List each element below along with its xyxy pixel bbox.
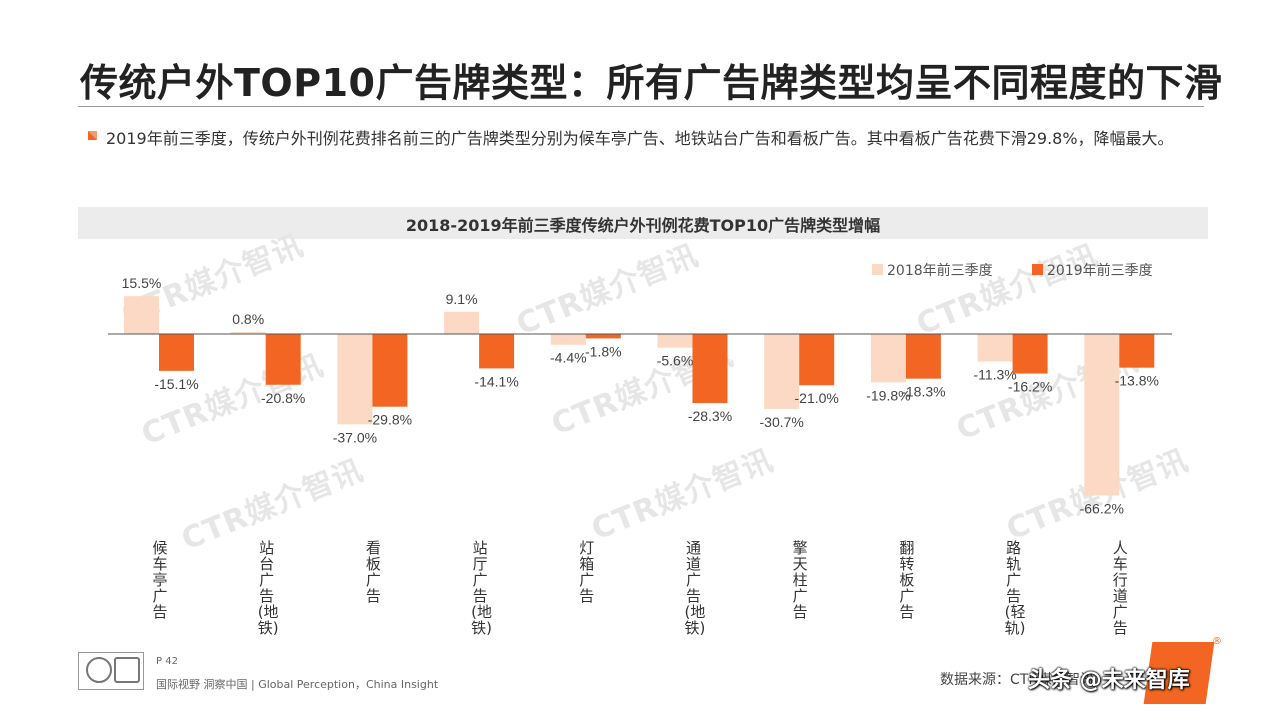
category-label-1: 站台广告(地铁) — [257, 539, 279, 637]
data-label-y2019-3: -14.1% — [474, 373, 518, 389]
watermark-stamp: 头条 @未来智库 — [1028, 668, 1190, 693]
category-label-2: 看板广告 — [365, 539, 381, 605]
bar-y2019-8 — [1012, 334, 1048, 374]
category-label-5: 通道广告(地铁) — [684, 539, 706, 637]
registered-mark: ® — [1212, 636, 1222, 647]
category-label-0: 候车亭广告 — [152, 539, 168, 621]
data-label-y2019-6: -21.0% — [795, 390, 839, 406]
bar-y2018-3 — [444, 311, 480, 334]
data-label-y2018-0: 15.5% — [122, 275, 162, 291]
data-label-y2018-9: -66.2% — [1080, 501, 1124, 517]
legend-swatch-0 — [872, 264, 883, 275]
category-label-3: 站厅广告(地铁) — [471, 539, 492, 637]
footer-tagline: 国际视野 洞察中国 | Global Perception，China Insi… — [156, 678, 439, 691]
data-label-y2018-6: -30.7% — [760, 414, 804, 430]
category-label-4: 灯箱广告 — [579, 539, 595, 605]
bar-y2019-0 — [159, 334, 194, 371]
data-label-y2019-1: -20.8% — [261, 390, 305, 406]
category-label-6: 擎天柱广告 — [792, 539, 808, 621]
certification-badge — [78, 652, 144, 690]
bar-y2019-5 — [692, 334, 728, 404]
bar-y2018-8 — [977, 334, 1013, 362]
data-label-y2018-1: 0.8% — [232, 311, 264, 327]
page-title: 传统户外TOP10广告牌类型：所有广告牌类型均呈不同程度的下滑 — [80, 61, 1223, 105]
category-label-7: 翻转板广告 — [899, 539, 915, 621]
bar-y2018-4 — [550, 334, 586, 345]
bullet-icon — [88, 131, 97, 140]
bar-y2019-1 — [265, 334, 301, 385]
chart-title: 2018-2019年前三季度传统户外刊例花费TOP10广告牌类型增幅 — [405, 216, 881, 235]
data-label-y2019-4: -1.8% — [585, 343, 622, 359]
summary-text: 2019年前三季度，传统户外刊例花费排名前三的广告牌类型分别为候车亭广告、地铁站… — [106, 129, 1174, 148]
bar-y2018-9 — [1084, 334, 1120, 496]
data-label-y2019-8: -16.2% — [1008, 379, 1052, 395]
data-label-y2019-7: -18.3% — [901, 384, 945, 400]
badge-seal-icon — [86, 657, 112, 683]
legend-swatch-1 — [1032, 264, 1043, 275]
data-label-y2019-5: -28.3% — [688, 408, 732, 424]
data-label-y2018-4: -4.4% — [550, 350, 587, 366]
data-label-y2019-0: -15.1% — [154, 376, 198, 392]
bar-y2019-6 — [799, 334, 835, 386]
data-label-y2018-2: -37.0% — [333, 429, 377, 445]
bar-y2019-2 — [372, 334, 408, 407]
data-label-y2018-8: -11.3% — [973, 367, 1016, 383]
bar-y2018-7 — [870, 334, 906, 383]
legend-label-0: 2018年前三季度 — [887, 262, 993, 279]
category-label-9: 人车行道广告 — [1112, 539, 1128, 637]
legend-label-1: 2019年前三季度 — [1047, 262, 1153, 279]
data-source: 数据来源：CTR媒介智讯 — [940, 672, 1095, 688]
data-label-y2019-2: -29.8% — [368, 412, 412, 428]
page-number: P 42 — [156, 656, 178, 667]
bar-y2018-0 — [124, 296, 159, 334]
data-label-y2018-3: 9.1% — [446, 291, 478, 307]
data-label-y2018-7: -19.8% — [866, 387, 910, 403]
bar-y2018-2 — [337, 334, 373, 425]
badge-cert-icon — [114, 657, 140, 683]
category-label-8: 路轨广告(轻轨) — [1004, 539, 1026, 637]
data-label-y2018-5: -5.6% — [657, 353, 694, 369]
bar-y2019-4 — [585, 334, 621, 339]
chart-header-band — [78, 207, 1208, 239]
bar-y2018-1 — [230, 332, 266, 334]
bar-y2018-6 — [764, 334, 800, 409]
bar-y2019-3 — [479, 334, 515, 369]
title-divider — [78, 106, 1204, 107]
data-label-y2019-9: -13.8% — [1115, 373, 1159, 389]
bar-y2019-9 — [1119, 334, 1155, 368]
bar-y2018-5 — [657, 334, 693, 348]
bar-y2019-7 — [905, 334, 941, 379]
bullet-icon-shade — [88, 131, 97, 140]
